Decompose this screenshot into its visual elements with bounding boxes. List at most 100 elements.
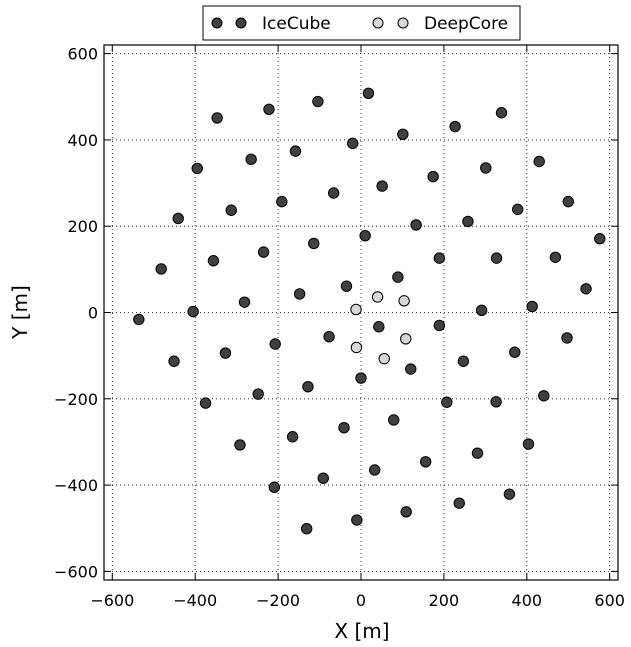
- y-tick-label: −200: [54, 390, 98, 409]
- icecube-point: [219, 347, 232, 359]
- icecube-point: [207, 255, 220, 267]
- y-tick-label: 200: [67, 217, 98, 236]
- icecube-point: [268, 481, 281, 493]
- icecube-point: [373, 321, 385, 333]
- deepcore-point: [378, 352, 390, 365]
- icecube-point: [462, 215, 474, 228]
- icecube-point: [471, 447, 484, 459]
- icecube-point: [155, 263, 167, 275]
- icecube-point: [172, 212, 184, 225]
- legend-marker-deepcore-2: [397, 17, 409, 29]
- grid: [104, 45, 618, 580]
- icecube-point: [327, 187, 340, 199]
- x-tick-label: 200: [429, 591, 460, 610]
- legend-label-icecube: IceCube: [262, 14, 331, 34]
- icecube-point: [269, 338, 281, 350]
- icecube-point: [400, 506, 412, 518]
- icecube-point: [276, 195, 288, 208]
- y-tick-label: 400: [67, 131, 98, 150]
- x-axis-tick-labels: −600 −400 −200 0 200 400 600: [90, 591, 625, 610]
- x-tick-label: 600: [594, 591, 625, 610]
- icecube-point: [441, 396, 453, 408]
- icecube-point: [293, 288, 306, 300]
- icecube-point: [187, 305, 199, 318]
- icecube-point: [338, 421, 350, 434]
- icecube-point: [168, 355, 180, 367]
- x-tick-label: 0: [356, 591, 366, 610]
- deepcore-point: [350, 341, 363, 354]
- deepcore-point: [400, 333, 412, 345]
- icecube-point: [538, 390, 550, 402]
- data-points: [133, 87, 606, 535]
- y-tick-label: 600: [67, 45, 98, 64]
- axis-ticks: [104, 45, 618, 580]
- icecube-point: [490, 252, 503, 264]
- icecube-point: [503, 488, 516, 500]
- y-tick-label: −600: [54, 562, 98, 581]
- icecube-point: [347, 137, 359, 150]
- icecube-point: [211, 112, 223, 124]
- icecube-point: [245, 153, 257, 166]
- icecube-point: [225, 204, 237, 216]
- icecube-point: [312, 95, 324, 108]
- y-tick-label: 0: [88, 304, 98, 323]
- icecube-point: [433, 252, 446, 264]
- icecube-point: [300, 522, 313, 535]
- deepcore-point: [371, 291, 384, 303]
- x-tick-label: −600: [90, 591, 134, 610]
- icecube-point: [509, 346, 521, 358]
- icecube-point: [562, 195, 574, 208]
- icecube-point: [549, 251, 562, 263]
- icecube-point: [355, 372, 367, 384]
- x-tick-label: −400: [173, 591, 217, 610]
- icecube-point: [199, 397, 212, 409]
- legend: IceCube DeepCore: [202, 5, 521, 41]
- icecube-point: [252, 388, 264, 400]
- icecube-point: [308, 237, 320, 250]
- icecube-point: [302, 381, 314, 393]
- x-tick-label: −200: [256, 591, 300, 610]
- icecube-point: [490, 396, 502, 408]
- icecube-point: [376, 180, 388, 192]
- legend-box: [202, 5, 521, 41]
- y-tick-label: −400: [54, 476, 98, 495]
- x-axis-label: X [m]: [334, 619, 389, 643]
- icecube-point: [286, 431, 299, 443]
- icecube-point: [133, 313, 145, 326]
- icecube-point: [317, 472, 329, 484]
- icecube-point: [263, 103, 275, 115]
- y-axis-tick-labels: −600 −400 −200 0 200 400 600: [54, 45, 98, 582]
- icecube-point: [238, 296, 251, 308]
- y-axis-label: Y [m]: [8, 285, 32, 340]
- icecube-point: [495, 107, 508, 119]
- icecube-point: [388, 414, 400, 426]
- legend-marker-icecube-2: [235, 17, 247, 29]
- icecube-point: [533, 155, 545, 168]
- icecube-point: [191, 162, 203, 175]
- icecube-point: [580, 283, 592, 295]
- icecube-point: [457, 355, 470, 367]
- icecube-point: [453, 497, 465, 509]
- icecube-point: [368, 464, 381, 476]
- icecube-point: [511, 203, 524, 216]
- icecube-point: [561, 332, 573, 344]
- icecube-point: [522, 438, 535, 450]
- legend-label-deepcore: DeepCore: [424, 14, 508, 34]
- icecube-point: [257, 246, 270, 258]
- icecube-point: [475, 304, 488, 317]
- icecube-point: [234, 439, 246, 451]
- icecube-point: [526, 300, 538, 313]
- legend-marker-icecube-1: [211, 17, 223, 29]
- icecube-point: [392, 271, 404, 283]
- icecube-point: [410, 219, 422, 231]
- icecube-point: [362, 87, 375, 100]
- icecube-point: [419, 456, 432, 468]
- icecube-point: [340, 280, 353, 292]
- deepcore-point: [398, 295, 410, 307]
- icecube-point: [594, 233, 606, 245]
- icecube-point: [323, 330, 335, 343]
- x-tick-label: 400: [512, 591, 543, 610]
- icecube-point: [405, 363, 417, 375]
- icecube-point: [397, 128, 409, 141]
